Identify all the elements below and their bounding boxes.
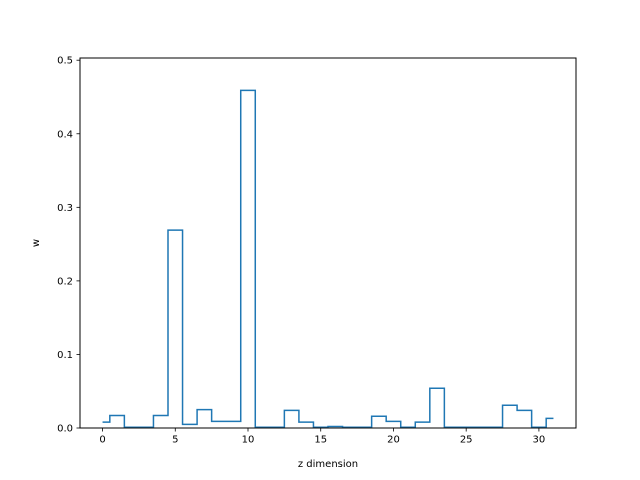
- x-tick-label: 5: [172, 435, 178, 446]
- series-step-line: [102, 89, 554, 429]
- x-tick-label: 15: [314, 435, 327, 446]
- x-axis-label: z dimension: [298, 459, 358, 470]
- x-tick-label: 25: [460, 435, 473, 446]
- axes-frame: [79, 57, 577, 429]
- y-tick-label: 0.3: [57, 203, 73, 214]
- y-tick-label: 0.1: [57, 350, 73, 361]
- x-tick-label: 30: [533, 435, 546, 446]
- x-axis-ticks: 0 5 10 15 20 25 30: [99, 428, 545, 446]
- y-tick-label: 0.5: [57, 56, 73, 67]
- y-tick-label: 0.2: [57, 276, 73, 287]
- y-tick-label: 0.4: [57, 129, 73, 140]
- plot-area: [102, 89, 554, 429]
- y-axis-label: w: [31, 239, 42, 247]
- x-tick-label: 0: [99, 435, 105, 446]
- x-tick-label: 20: [387, 435, 400, 446]
- y-tick-label: 0.0: [57, 424, 73, 435]
- y-axis-ticks: 0.0 0.1 0.2 0.3 0.4 0.5: [57, 56, 80, 435]
- x-tick-label: 10: [242, 435, 255, 446]
